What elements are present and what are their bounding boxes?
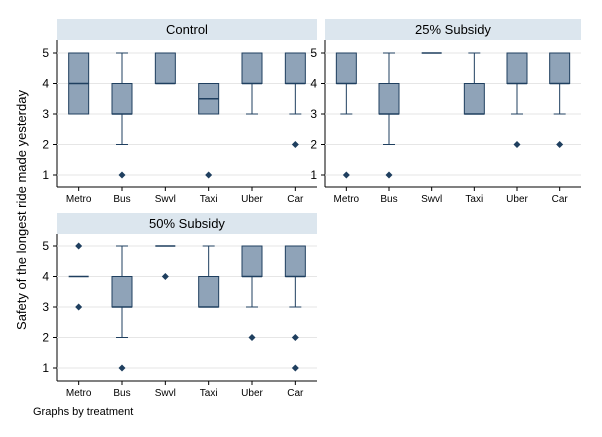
x-tick-label: Swvl bbox=[155, 194, 176, 205]
y-tick-label: 2 bbox=[42, 331, 49, 345]
y-tick-label: 4 bbox=[42, 270, 49, 284]
x-tick-label: Swvl bbox=[421, 194, 442, 205]
outlier-point bbox=[118, 171, 126, 179]
box-body bbox=[378, 83, 400, 115]
box-bus bbox=[111, 245, 133, 372]
box-car bbox=[549, 52, 571, 148]
box-body bbox=[335, 52, 357, 84]
y-tick-label: 2 bbox=[310, 138, 317, 152]
box-car bbox=[284, 52, 306, 148]
graphs-by-note: Graphs by treatment bbox=[33, 406, 133, 418]
panel-1: 25% Subsidy 1 2 3 4 5 Metro Bus Swvl Taxi Uber Car bbox=[310, 19, 581, 205]
x-tick-label: Taxi bbox=[465, 194, 483, 205]
outlier-point bbox=[385, 171, 393, 179]
outlier-point bbox=[248, 334, 256, 341]
box-body bbox=[284, 245, 306, 277]
panel-title-strip bbox=[325, 19, 581, 40]
box-metro bbox=[68, 52, 90, 115]
box-body bbox=[111, 276, 133, 308]
panel-title-strip bbox=[57, 19, 317, 40]
box-swvl bbox=[155, 245, 176, 280]
box-body bbox=[506, 52, 528, 84]
box-body bbox=[241, 52, 263, 84]
box-body bbox=[284, 52, 306, 84]
x-tick-label: Bus bbox=[380, 194, 397, 205]
box-swvl bbox=[154, 52, 176, 85]
panel-title: 50% Subsidy bbox=[149, 216, 225, 231]
box-uber bbox=[506, 52, 528, 148]
x-tick-label: Uber bbox=[506, 194, 528, 205]
outlier-point bbox=[291, 141, 299, 148]
box-taxi bbox=[198, 245, 220, 308]
x-tick-label: Taxi bbox=[200, 388, 218, 399]
panel-title-strip bbox=[57, 213, 317, 234]
x-tick-label: Car bbox=[287, 388, 304, 399]
outlier-point bbox=[342, 171, 350, 179]
box-body bbox=[463, 83, 485, 115]
box-bus bbox=[111, 52, 133, 179]
x-tick-label: Swvl bbox=[155, 388, 176, 399]
x-tick-label: Uber bbox=[241, 388, 263, 399]
outlier-point bbox=[205, 171, 213, 179]
x-tick-label: Uber bbox=[241, 194, 263, 205]
panel-title: 25% Subsidy bbox=[415, 22, 491, 37]
box-metro bbox=[335, 52, 357, 179]
box-bus bbox=[378, 52, 400, 179]
y-tick-label: 3 bbox=[42, 300, 49, 314]
box-metro bbox=[68, 242, 89, 311]
y-tick-label: 5 bbox=[42, 239, 49, 253]
y-tick-label: 5 bbox=[42, 46, 49, 60]
box-uber bbox=[241, 52, 263, 115]
y-tick-label: 5 bbox=[310, 46, 317, 60]
outlier-point bbox=[291, 334, 299, 341]
panel-0: Control 1 2 3 4 5 Metro Bus Swvl Taxi Uber Car bbox=[42, 19, 317, 205]
outlier-point bbox=[161, 273, 169, 280]
y-tick-label: 1 bbox=[42, 361, 49, 375]
y-tick-label: 1 bbox=[310, 168, 317, 182]
box-uber bbox=[241, 245, 263, 341]
y-tick-label: 3 bbox=[42, 107, 49, 121]
x-tick-label: Metro bbox=[66, 388, 92, 399]
outlier-point bbox=[75, 303, 83, 311]
y-tick-label: 3 bbox=[310, 107, 317, 121]
x-tick-label: Car bbox=[552, 194, 569, 205]
panel-2: 50% Subsidy 1 2 3 4 5 Metro Bus Swvl Taxi Uber Car bbox=[42, 213, 317, 399]
panel-title: Control bbox=[166, 22, 208, 37]
outlier-point bbox=[75, 242, 83, 250]
outlier-point bbox=[118, 364, 126, 372]
x-tick-label: Bus bbox=[113, 194, 130, 205]
x-tick-label: Taxi bbox=[200, 194, 218, 205]
x-tick-label: Metro bbox=[334, 194, 360, 205]
outlier-point bbox=[513, 141, 521, 148]
x-tick-label: Car bbox=[287, 194, 304, 205]
box-body bbox=[198, 276, 220, 308]
box-body bbox=[241, 245, 263, 277]
box-car bbox=[284, 245, 306, 372]
box-body bbox=[154, 52, 176, 84]
y-tick-label: 1 bbox=[42, 168, 49, 182]
outlier-point bbox=[556, 141, 564, 148]
outlier-point bbox=[291, 364, 299, 372]
box-body bbox=[549, 52, 571, 84]
y-tick-label: 4 bbox=[310, 77, 317, 91]
y-tick-label: 2 bbox=[42, 138, 49, 152]
y-axis-label: Safety of the longest ride made yesterda… bbox=[14, 90, 29, 330]
box-taxi bbox=[463, 52, 485, 115]
x-tick-label: Metro bbox=[66, 194, 92, 205]
box-taxi bbox=[198, 83, 220, 179]
y-tick-label: 4 bbox=[42, 77, 49, 91]
x-tick-label: Bus bbox=[113, 388, 130, 399]
box-body bbox=[111, 83, 133, 115]
